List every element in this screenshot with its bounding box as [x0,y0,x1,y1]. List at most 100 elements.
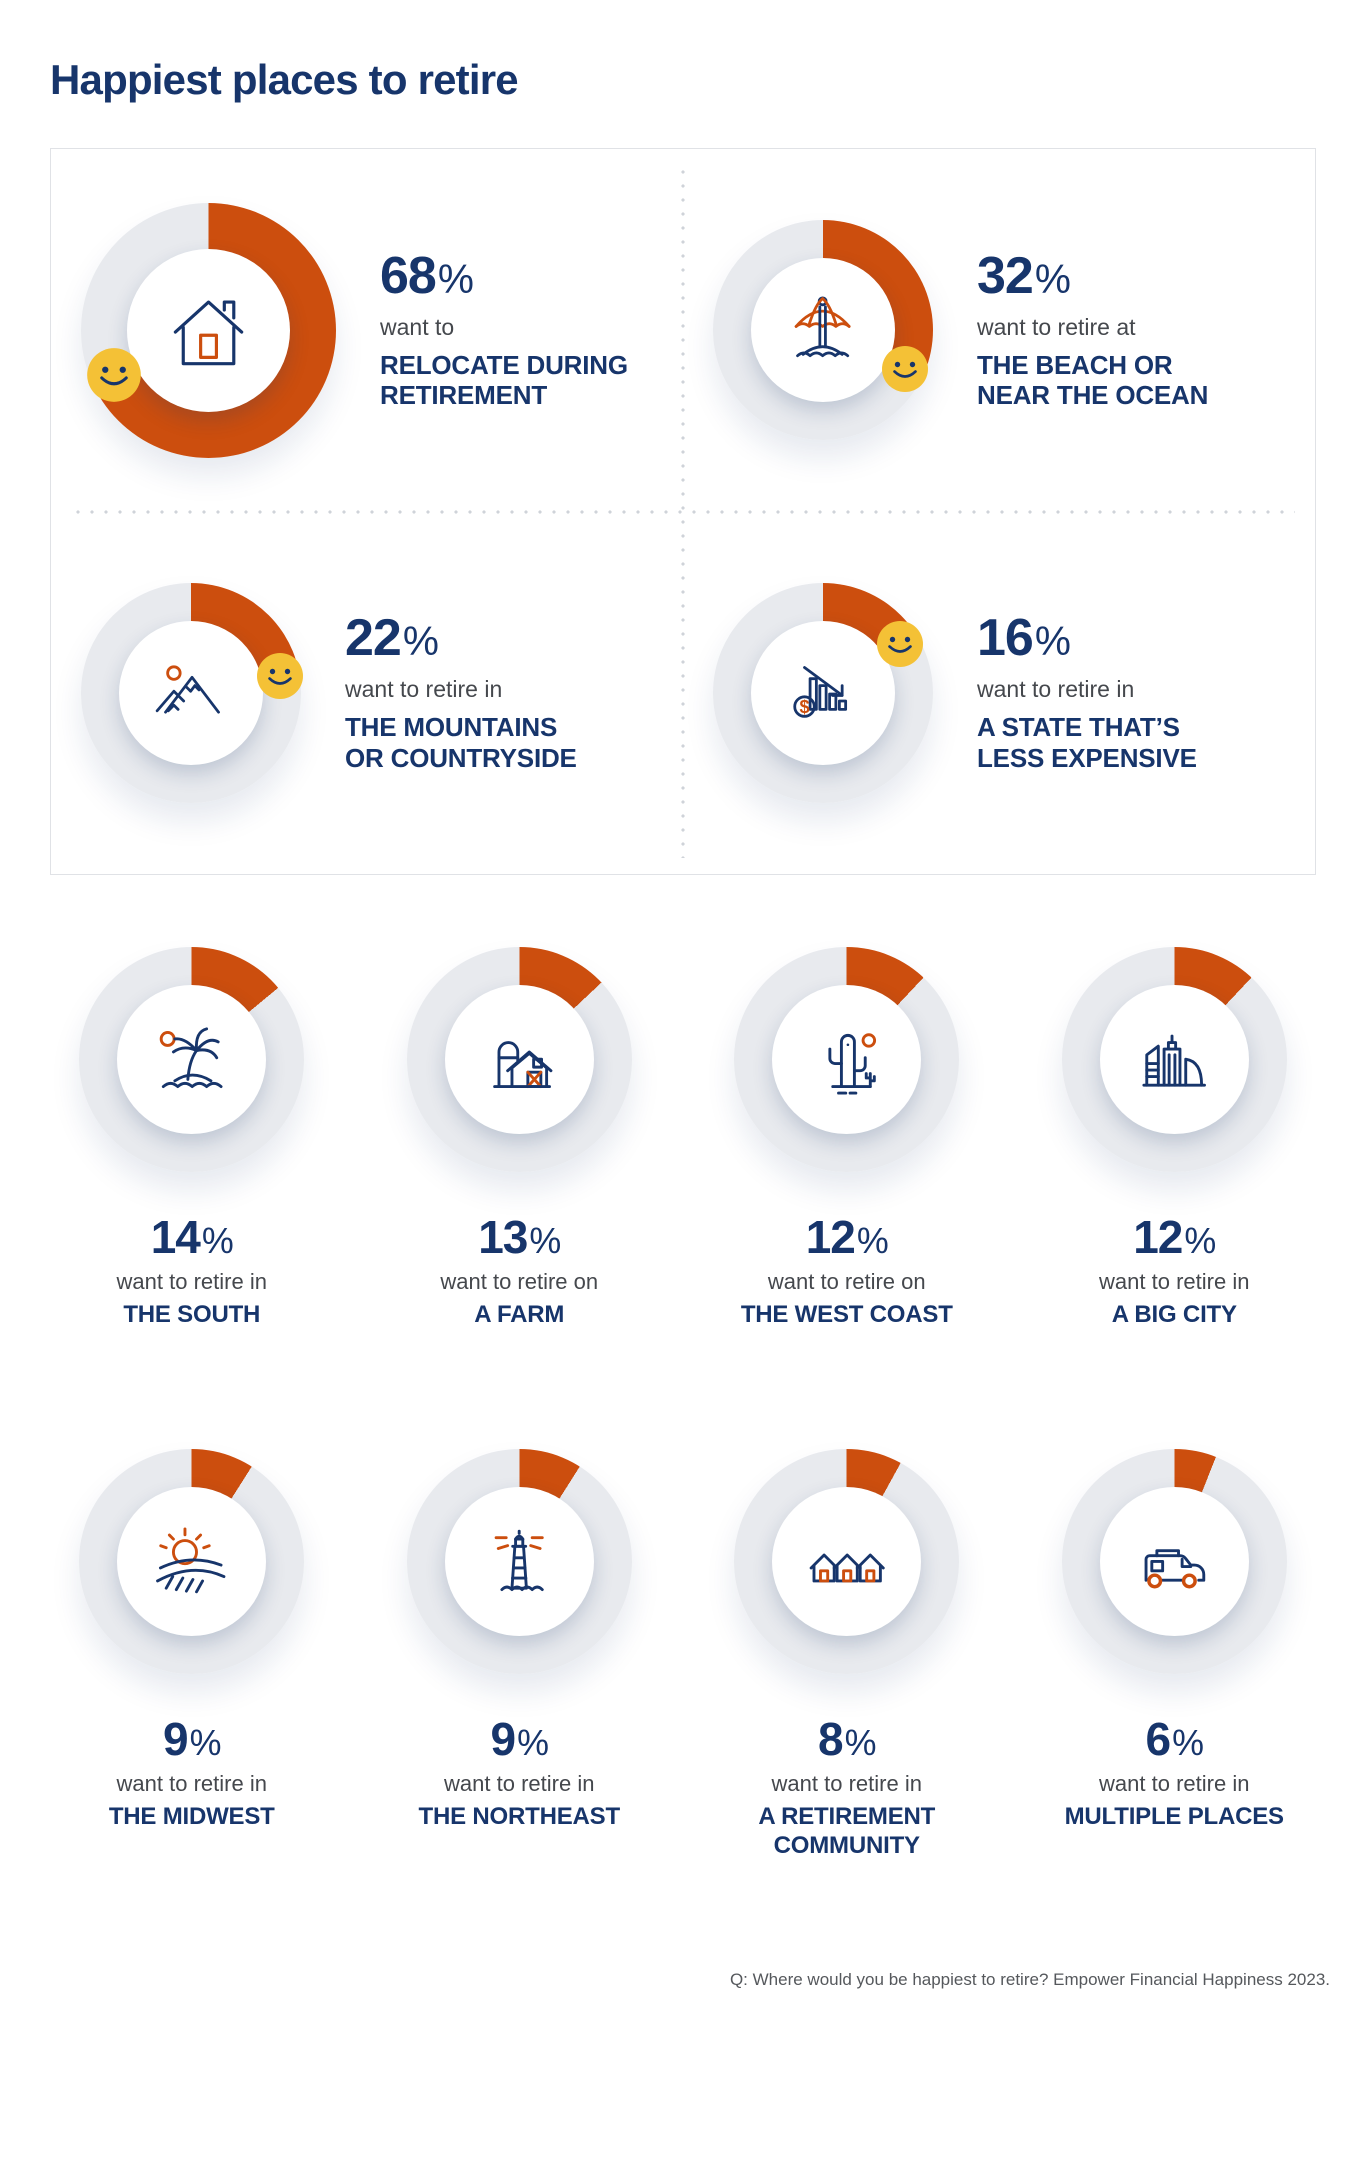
featured-stat-relocate: 68% want to RELOCATE DURING RETIREMENT [51,149,683,512]
stat-place: A RETIREMENT COMMUNITY [758,1803,936,1859]
stat-place: THE SOUTH [123,1301,261,1328]
stat-place: A BIG CITY [1111,1301,1237,1328]
stat-lead: want to [380,313,455,340]
donut-chart-cheaper-state: $ [713,582,933,803]
stat-place: THE MOUNTAINS OR COUNTRYSIDE [345,712,577,773]
donut-ring [81,202,336,458]
smiley-face-icon [881,345,929,393]
page-title: Happiest places to retire [50,56,519,103]
stat-text: 68% want to RELOCATE DURING RETIREMENT [380,250,628,411]
source-note: Q: Where would you be happiest to retire… [729,1969,1330,1989]
donut-ring [81,582,304,803]
stat-lead: want to retire in [1099,1269,1250,1294]
percent-sign: % [1172,1723,1204,1764]
percent-sign: % [201,1221,234,1261]
donut-ring [1061,947,1287,1172]
svg-text:$: $ [800,697,810,717]
donut-ring [79,1449,305,1675]
donut-ring [406,947,632,1172]
stat-text: 22% want to retire in THE MOUNTAINS OR C… [345,612,577,773]
stat-place: MULTIPLE PLACES [1064,1803,1284,1831]
donut-ring [1061,1449,1287,1675]
stat-lead: want to retire in [977,676,1135,703]
percent-sign: % [437,255,474,302]
percent-sign: % [517,1723,549,1764]
donut-ring: $ [713,582,933,803]
declining-chart-icon: $ [751,621,895,765]
percent-sign: % [856,1221,889,1261]
stat-lead: want to retire in [444,1771,595,1797]
barn-icon [445,985,594,1134]
stat-percent: 12% [1133,1211,1216,1263]
stat-card-midwest: 9% want to retire in THE MIDWEST [28,1449,356,1860]
stat-place: THE NORTHEAST [418,1803,621,1831]
stat-percent: 6% [1145,1713,1204,1766]
dotted-horizontal-divider [71,509,1295,514]
stat-place: THE BEACH OR NEAR THE OCEAN [977,349,1209,411]
stat-place: A STATE THAT’S LESS EXPENSIVE [977,712,1197,773]
percent-sign: % [1034,255,1071,302]
lighthouse-icon [445,1487,594,1636]
stat-lead: want to retire in [116,1269,267,1294]
beach-umbrella-icon [751,258,895,402]
stat-lead: want to retire in [345,676,503,703]
stat-card-south: 14% want to retire in THE SOUTH [28,947,356,1329]
stat-place: RELOCATE DURING RETIREMENT [380,349,628,411]
percent-sign: % [402,618,439,665]
stat-card-west-coast: 12% want to retire on THE WEST COAST [683,947,1011,1329]
smiley-face-icon [256,652,304,700]
stat-lead: want to retire at [977,313,1136,340]
stat-percent: 8% [818,1713,877,1766]
retirement-houses-icon [772,1487,921,1636]
donut-chart-beach [713,220,933,441]
percent-sign: % [529,1221,561,1261]
donut-chart-mountains [81,582,304,803]
stat-percent: 16% [977,609,1071,668]
stat-percent: 9% [163,1713,222,1766]
stat-card-retirement-community: 8% want to retire in A RETIREMENT COMMUN… [683,1449,1011,1860]
donut-chart-relocate [81,202,336,458]
featured-stat-beach: 32% want to retire at THE BEACH OR NEAR … [683,149,1315,512]
smiley-face-icon [86,347,142,403]
city-skyline-icon [1100,985,1249,1134]
percent-sign: % [1184,1221,1216,1261]
stat-percent: 22% [345,609,439,668]
featured-stat-mountains: 22% want to retire in THE MOUNTAINS OR C… [51,512,683,875]
stat-percent: 12% [805,1211,889,1263]
stat-percent: 13% [478,1211,561,1263]
stat-text: 32% want to retire at THE BEACH OR NEAR … [977,250,1208,411]
stat-percent: 32% [977,246,1071,305]
stat-card-big-city: 12% want to retire in A BIG CITY [1011,947,1339,1329]
stat-place: THE MIDWEST [108,1803,275,1831]
mountains-icon [119,621,263,765]
donut-ring [734,947,960,1172]
stat-card-northeast: 9% want to retire in THE NORTHEAST [356,1449,684,1860]
cactus-icon [772,985,921,1134]
donut-ring [713,220,933,441]
palm-island-icon [117,985,266,1134]
stat-percent: 14% [150,1211,234,1263]
donut-ring [406,1449,632,1675]
percent-sign: % [189,1723,222,1764]
stat-text: 16% want to retire in A STATE THAT’S LES… [977,612,1197,773]
smiley-face-icon [876,620,924,668]
stat-lead: want to retire in [116,1771,267,1797]
stat-place: THE WEST COAST [740,1301,953,1328]
sun-field-icon [117,1487,266,1636]
stat-percent: 68% [380,246,474,305]
secondary-stats-grid: 14% want to retire in THE SOUTH 13% want… [28,947,1338,1860]
featured-stat-cheaper-state: $ 16% want to retire in A STATE THAT’S L… [683,512,1315,875]
stat-lead: want to retire in [771,1771,922,1797]
stat-lead: want to retire on [767,1269,926,1294]
stat-lead: want to retire in [1099,1771,1250,1797]
stat-place: A FARM [474,1301,565,1328]
rv-camper-icon [1100,1487,1249,1636]
percent-sign: % [844,1723,877,1764]
donut-ring [79,947,305,1172]
house-icon [127,249,290,412]
percent-sign: % [1034,618,1071,665]
stat-lead: want to retire on [440,1269,599,1294]
featured-stats-box: 68% want to RELOCATE DURING RETIREMENT 3… [50,148,1316,875]
donut-ring [734,1449,960,1675]
stat-percent: 9% [490,1713,549,1766]
